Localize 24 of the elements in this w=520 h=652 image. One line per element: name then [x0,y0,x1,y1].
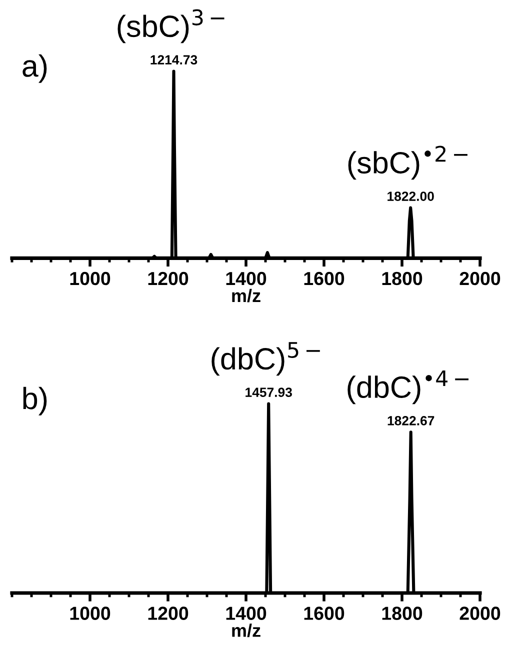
x-tick-label: 1800 [382,272,422,286]
x-tick-label: 1000 [70,606,110,620]
annotation: (sbC)$^{•2−}$ [348,146,468,180]
annotation: 1214.73 [150,55,198,65]
x-tick-label: 1000 [70,272,110,286]
annotation: (dbC)$^{5−}$ [212,342,320,376]
x-tick-label: 1200 [148,272,188,286]
chart-title: a) [22,54,47,83]
x-axis-title: m/z [232,624,260,638]
annotation: 1457.93 [246,388,292,398]
chart-title: b) [23,386,47,416]
annotation: 1822.67 [388,416,434,426]
annotation: (sbC)$^{3−}$ [118,9,224,44]
annotation: 1822.00 [388,192,434,201]
x-tick-label: 2000 [460,606,500,620]
x-tick-label: 1400 [226,606,266,620]
x-tick-label: 1400 [226,272,266,286]
x-tick-label: 1200 [148,606,188,620]
x-axis-title: m/z [232,288,260,302]
x-tick-label: 1600 [304,606,344,620]
x-tick-label: 2000 [460,272,500,286]
x-tick-label: 1600 [304,272,344,286]
x-tick-label: 1800 [382,606,422,620]
annotation: (dbC)$^{•4−}$ [348,370,468,404]
